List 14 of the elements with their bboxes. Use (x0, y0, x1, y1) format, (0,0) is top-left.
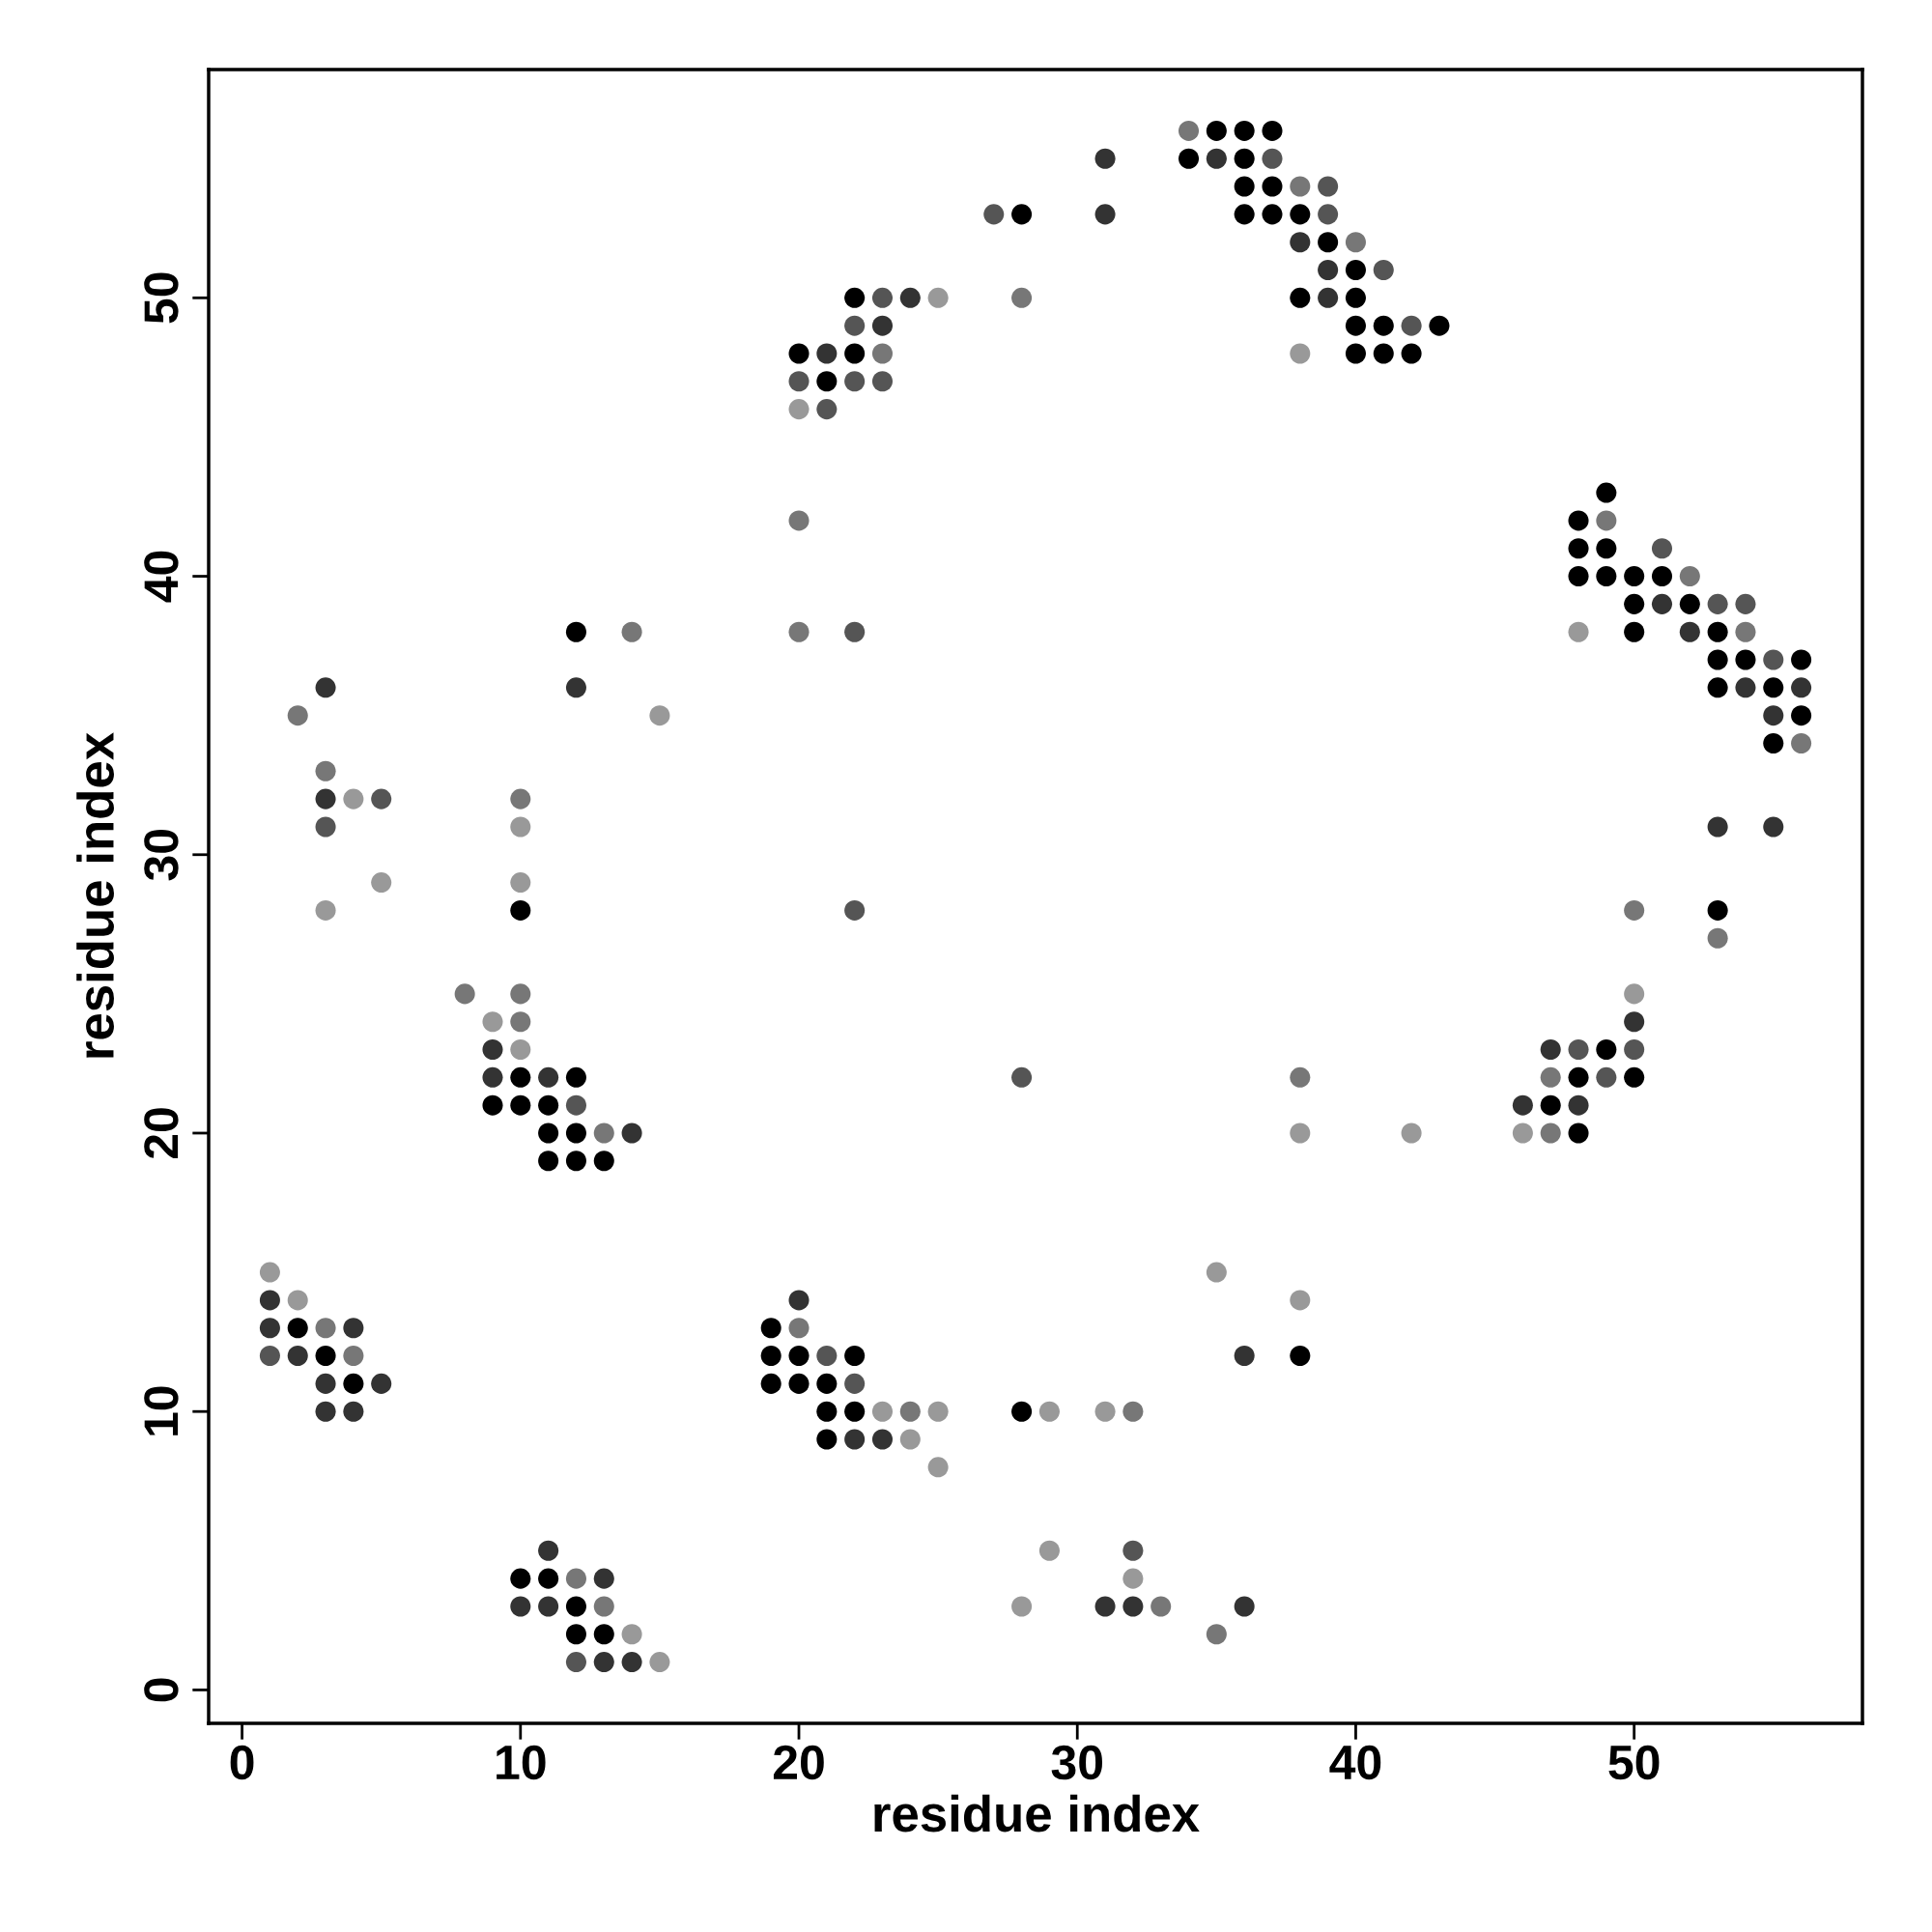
y-axis-title: residue index (76, 732, 114, 1058)
y-tick-label: 10 (144, 1386, 179, 1435)
x-tick-label: 20 (773, 1745, 824, 1780)
y-tick-label: 40 (144, 551, 179, 603)
y-tick-label: 0 (144, 1678, 179, 1702)
y-tick-label: 30 (144, 830, 179, 881)
x-tick-label: 30 (1051, 1745, 1102, 1780)
x-tick-label: 50 (1608, 1745, 1660, 1780)
y-tick-label: 20 (144, 1108, 179, 1159)
x-tick-label: 40 (1329, 1745, 1381, 1780)
y-tick-label: 50 (144, 272, 179, 324)
x-tick-label: 10 (497, 1745, 546, 1780)
x-axis-title: residue index (874, 1794, 1200, 1833)
x-tick-label: 0 (230, 1745, 254, 1780)
